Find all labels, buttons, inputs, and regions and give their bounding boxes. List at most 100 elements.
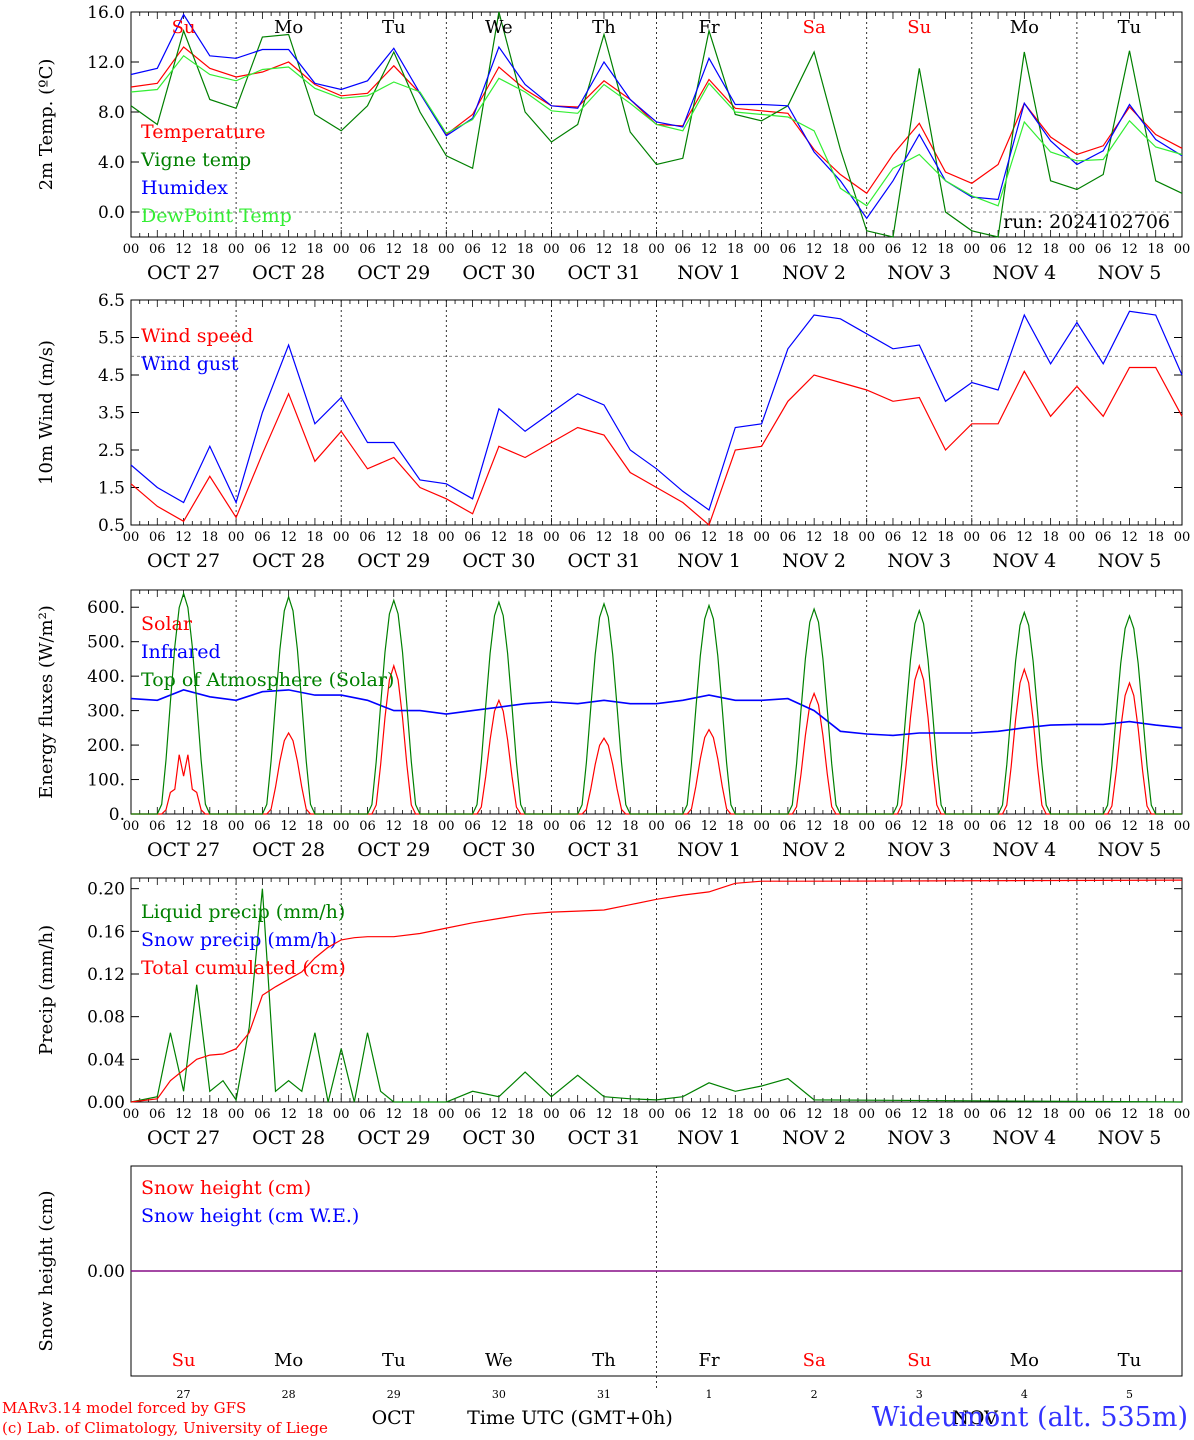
x-hour-label: 06 (885, 242, 902, 257)
x-date-label: NOV 2 (782, 550, 846, 572)
x-hour-label: 00 (1174, 1107, 1191, 1122)
x-date-label: NOV 5 (1098, 550, 1162, 572)
x-date-label: OCT 27 (147, 262, 220, 284)
y-tick-label: 0.00 (87, 1093, 125, 1113)
x-hour-label: 12 (1016, 1107, 1033, 1122)
x-hour-label: 18 (1042, 242, 1059, 257)
x-hour-label: 06 (464, 1107, 481, 1122)
x-hour-label: 06 (990, 530, 1007, 545)
x-hour-label: 06 (885, 530, 902, 545)
x-hour-label: 18 (412, 1107, 429, 1122)
x-date-label: OCT 30 (462, 1127, 535, 1149)
weekday-label: We (485, 17, 513, 38)
x-hour-label: 12 (1121, 1107, 1138, 1122)
weekday-label: Fr (699, 17, 720, 38)
x-date-label: NOV 4 (992, 262, 1056, 284)
x-hour-label: 18 (727, 242, 744, 257)
x-date-label: NOV 1 (677, 550, 741, 572)
x-hour-label: 00 (1174, 242, 1191, 257)
weekday-label: Fr (699, 1350, 720, 1371)
x-hour-label: 00 (964, 242, 981, 257)
y-tick-label: 0.12 (87, 965, 125, 985)
x-hour-label: 12 (596, 530, 613, 545)
x-hour-label: 18 (1147, 1107, 1164, 1122)
x-date-label: OCT 30 (462, 839, 535, 861)
legend-entry: Snow height (cm W.E.) (141, 1205, 359, 1227)
x-hour-label: 12 (1121, 819, 1138, 834)
y-tick-label: 400. (87, 667, 125, 687)
x-hour-label: 06 (1095, 1107, 1112, 1122)
y-tick-label: 500. (87, 633, 125, 653)
x-hour-label: 06 (149, 242, 166, 257)
x-date-label: NOV 3 (887, 550, 951, 572)
x-hour-label: 00 (123, 1107, 140, 1122)
x-hour-label: 00 (858, 1107, 875, 1122)
x-hour-label: 00 (438, 242, 455, 257)
x-hour-label: 18 (622, 242, 639, 257)
x-hour-label: 00 (333, 1107, 350, 1122)
x-hour-label: 00 (228, 530, 245, 545)
x-hour-label: 06 (359, 242, 376, 257)
x-date-label: NOV 5 (1098, 1127, 1162, 1149)
x-hour-label: 12 (806, 530, 823, 545)
x-hour-label: 06 (359, 819, 376, 834)
x-hour-label: 06 (359, 530, 376, 545)
x-date-label: OCT 30 (462, 262, 535, 284)
x-hour-label: 00 (543, 819, 560, 834)
x-hour-label: 00 (1069, 530, 1086, 545)
weekday-label: Mo (274, 1350, 303, 1371)
x-hour-label: 12 (596, 819, 613, 834)
x-hour-label: 18 (202, 819, 219, 834)
x-hour-label: 00 (753, 242, 770, 257)
y-tick-label: 0.20 (87, 880, 125, 900)
x-hour-label: 00 (1174, 530, 1191, 545)
x-hour-label: 12 (175, 819, 192, 834)
x-date-label: OCT 28 (252, 1127, 325, 1149)
x-hour-label: 00 (964, 1107, 981, 1122)
x-hour-label: 12 (491, 1107, 508, 1122)
x-hour-label: 12 (385, 819, 402, 834)
x-date-label: NOV 5 (1098, 839, 1162, 861)
x-hour-label: 06 (464, 819, 481, 834)
x-hour-label: 18 (832, 530, 849, 545)
x-hour-label: 18 (412, 242, 429, 257)
x-date-label: NOV 4 (992, 1127, 1056, 1149)
x-hour-label: 00 (753, 1107, 770, 1122)
weekday-label: Mo (1010, 1350, 1039, 1371)
x-hour-label: 12 (911, 530, 928, 545)
y-tick-label: 2.5 (98, 441, 125, 461)
series-line-vigne-temp (130, 11, 1183, 238)
series-line-liquid-precip-mm-h- (130, 888, 1183, 1103)
x-hour-label: 06 (675, 530, 692, 545)
series-line-humidex (130, 13, 1183, 220)
x-hour-label: 18 (832, 819, 849, 834)
x-hour-label: 18 (307, 530, 324, 545)
x-hour-label: 18 (937, 1107, 954, 1122)
x-hour-label: 12 (596, 242, 613, 257)
x-hour-label: 00 (438, 1107, 455, 1122)
weekday-label: Tu (382, 1350, 406, 1371)
y-tick-label: 0.00 (87, 1262, 125, 1282)
x-hour-label: 06 (1095, 530, 1112, 545)
weekday-label: We (485, 1350, 513, 1371)
x-hour-label: 18 (202, 530, 219, 545)
x-date-label: OCT 27 (147, 550, 220, 572)
x-hour-label: 00 (1069, 819, 1086, 834)
x-hour-label: 12 (385, 530, 402, 545)
x-hour-label: 12 (385, 1107, 402, 1122)
x-hour-label: 06 (675, 1107, 692, 1122)
x-date-label: NOV 1 (677, 839, 741, 861)
y-axis-label: 10m Wind (m/s) (36, 340, 57, 485)
y-axis-label: Snow height (cm) (36, 1190, 57, 1351)
x-hour-label: 18 (1147, 242, 1164, 257)
x-hour-label: 00 (228, 819, 245, 834)
x-hour-label: 12 (1121, 242, 1138, 257)
y-tick-label: 100. (87, 771, 125, 791)
x-hour-label: 06 (569, 819, 586, 834)
legend-entry: Infrared (141, 641, 221, 663)
x-date-label: OCT 28 (252, 839, 325, 861)
lab-credit: (c) Lab. of Climatology, University of L… (2, 1419, 328, 1437)
legend-entry: DewPoint Temp (141, 205, 292, 227)
x-hour-label: 12 (701, 242, 718, 257)
x-hour-label: 00 (333, 819, 350, 834)
